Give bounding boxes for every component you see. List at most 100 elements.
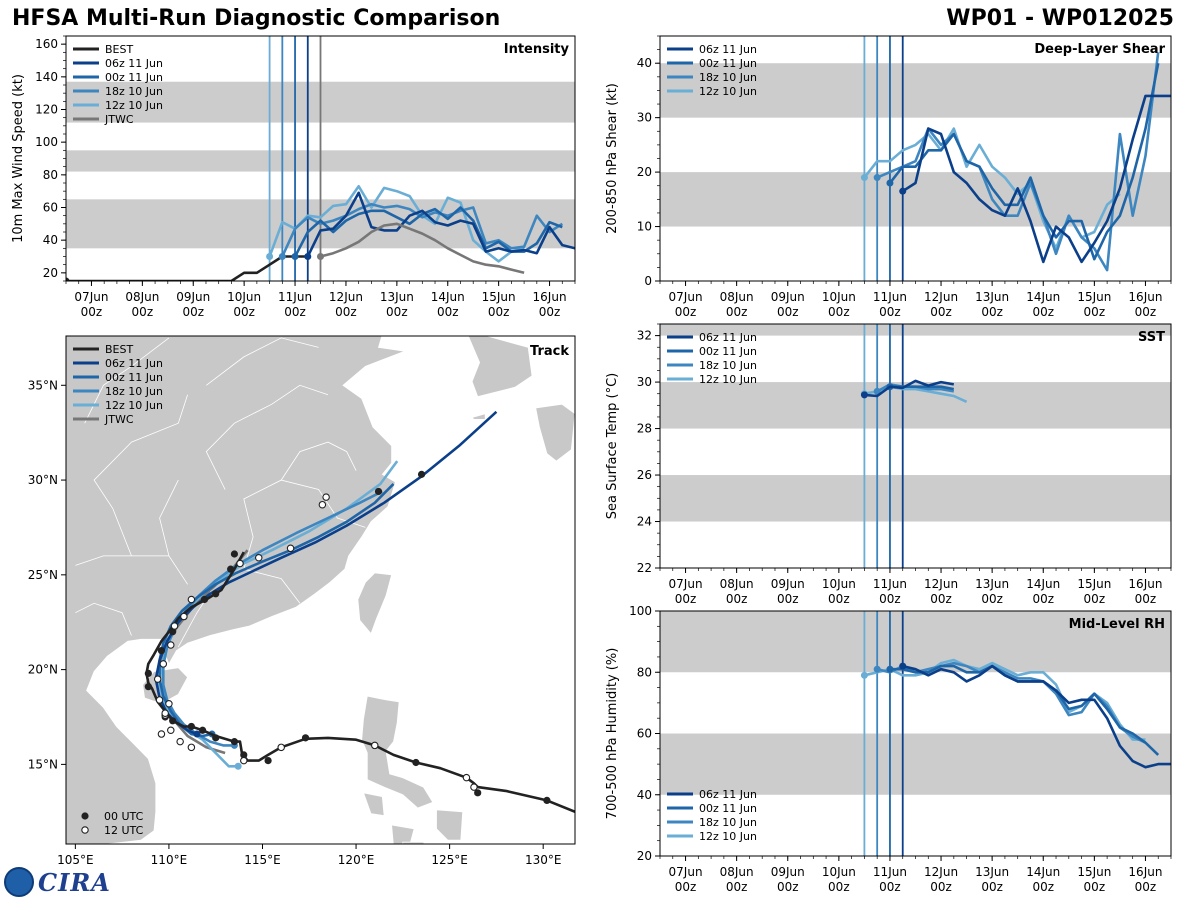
cira-logo-text: CIRA <box>38 867 111 897</box>
intensity-ytick-label: 140 <box>35 70 58 84</box>
sst-legend-label-12z-10-jun: 12z 10 Jun <box>699 373 757 386</box>
track-marker-12utc <box>286 544 295 553</box>
sst-xtick-label-hour: 00z <box>726 592 748 606</box>
sst-xtick-label-hour: 00z <box>1032 592 1054 606</box>
track-legend-label-jtwc: JTWC <box>104 413 134 426</box>
sst-xtick-label-hour: 00z <box>1135 592 1157 606</box>
land-jeju <box>471 413 486 420</box>
track-marker-00utc <box>412 758 420 767</box>
track-marker-00utc <box>144 669 152 678</box>
rh-xtick-label-day: 10Jun <box>822 865 856 879</box>
track-legend-label-18z-10-jun: 18z 10 Jun <box>105 385 163 398</box>
cira-logo: CIRA <box>4 866 111 898</box>
shear-init-point-18z-10-jun <box>873 174 881 182</box>
rh-ytick-label: 80 <box>637 665 652 679</box>
sst-xtick-label-day: 08Jun <box>720 577 754 591</box>
sst-xtick-label-hour: 00z <box>675 592 697 606</box>
track-ytick-label: 35°N <box>28 378 58 392</box>
intensity-xtick-label-hour: 00z <box>386 305 408 319</box>
sst-ytick-label: 26 <box>637 468 652 482</box>
shear-xtick-label-day: 08Jun <box>720 290 754 304</box>
intensity-init-point-00z-11-jun <box>291 253 299 260</box>
intensity-xtick-label-hour: 00z <box>233 305 255 319</box>
shear-ytick-label: 0 <box>644 274 652 288</box>
track-marker-12utc <box>167 641 175 649</box>
sst-ytick-label: 28 <box>637 422 652 436</box>
intensity-ytick-label: 40 <box>43 233 58 247</box>
track-marker-12utc <box>187 595 196 604</box>
intensity-init-point-06z-11-jun <box>304 253 312 260</box>
province-border-2 <box>159 479 188 585</box>
intensity-xtick-label-day: 10Jun <box>227 290 261 304</box>
page-title: HFSA Multi-Run Diagnostic Comparison <box>12 6 501 31</box>
shear-init-point-00z-11-jun <box>886 179 894 187</box>
rh-xtick-label-day: 14Jun <box>1026 865 1060 879</box>
sst-band-2 <box>660 324 1171 336</box>
intensity-init-point-best <box>66 277 70 281</box>
track-marker-12utc <box>157 730 166 738</box>
shear-legend-label-18z-10-jun: 18z 10 Jun <box>699 71 757 84</box>
track-legend-label-12z-10-jun: 12z 10 Jun <box>105 399 163 412</box>
sst-legend-label-18z-10-jun: 18z 10 Jun <box>699 359 757 372</box>
province-border-4 <box>205 384 329 490</box>
sst-panel: 22242628303207Jun00z08Jun00z09Jun00z10Ju… <box>605 323 1172 606</box>
rh-init-point-12z-10-jun <box>860 671 868 679</box>
track-marker-12utc <box>161 709 169 717</box>
track-marker-00utc <box>301 734 310 742</box>
track-init-point-06z-11-jun <box>193 730 201 738</box>
shear-ytick-label: 10 <box>637 220 652 234</box>
rh-legend-label-18z-10-jun: 18z 10 Jun <box>699 816 757 829</box>
sst-series-06z-11-jun <box>864 379 955 398</box>
track-panel: 105°E 110°E 115°E 120°E 125°E 130°E 15°N 20°N 25… <box>28 335 576 867</box>
shear-xtick-label-day: 09Jun <box>771 290 805 304</box>
rh-legend-label-06z-11-jun: 06z 11 Jun <box>699 788 757 801</box>
track-marker-00utc <box>144 683 152 691</box>
intensity-xtick-label-day: 15Jun <box>482 290 516 304</box>
track-marker-00utc <box>240 751 248 759</box>
sst-init-point-06z-11-jun <box>860 391 868 399</box>
province-border-8 <box>206 337 319 386</box>
shear-xtick-label-day: 12Jun <box>924 290 958 304</box>
intensity-xtick-label-hour: 00z <box>132 305 154 319</box>
track-legend-label-best: BEST <box>105 343 133 356</box>
intensity-xtick-label-day: 09Jun <box>176 290 210 304</box>
track-xtick-label: 125°E <box>431 853 468 867</box>
rh-ylabel: 700-500 hPa Humidity (%) <box>605 648 620 820</box>
shear-series-group <box>860 52 1171 272</box>
intensity-panel: 2040608010012014016007Jun00z08Jun00z09Ju… <box>11 35 576 319</box>
sst-ytick-label: 30 <box>637 375 652 389</box>
shear-xtick-label-hour: 00z <box>1135 305 1157 319</box>
intensity-legend-label-00z-11-jun: 00z 11 Jun <box>105 71 163 84</box>
land-negros-cebu <box>402 841 426 844</box>
intensity-xtick-label-day: 13Jun <box>380 290 414 304</box>
sst-xtick-label-day: 16Jun <box>1128 577 1162 591</box>
intensity-series-best <box>66 255 308 281</box>
land-kyushu <box>535 403 575 462</box>
sst-xtick-label-hour: 00z <box>930 592 952 606</box>
shear-panel-title: Deep-Layer Shear <box>1034 42 1165 57</box>
track-marker-00utc <box>212 734 220 742</box>
track-marker-12utc <box>176 737 184 746</box>
shear-ylabel: 200-850 hPa Shear (kt) <box>605 83 620 234</box>
track-marker-00utc <box>212 590 220 598</box>
shear-xtick-label-day: 14Jun <box>1026 290 1060 304</box>
sst-xtick-label-hour: 00z <box>828 592 850 606</box>
intensity-init-point-18z-10-jun <box>278 253 286 260</box>
rh-xtick-label-hour: 00z <box>777 880 799 894</box>
sst-xtick-label-day: 14Jun <box>1026 577 1060 591</box>
rh-band-0 <box>660 733 1171 795</box>
province-border-5 <box>280 441 357 481</box>
rh-xtick-label-hour: 00z <box>1084 880 1106 894</box>
sst-legend-label-00z-11-jun: 00z 11 Jun <box>699 345 757 358</box>
shear-ytick-label: 20 <box>637 165 652 179</box>
track-marker-12utc <box>470 783 478 791</box>
shear-xtick-label-day: 10Jun <box>822 290 856 304</box>
shear-band-1 <box>660 63 1171 118</box>
rh-xtick-label-day: 11Jun <box>873 865 907 879</box>
rh-xtick-label-hour: 00z <box>981 880 1003 894</box>
track-xtick-label: 110°E <box>151 853 188 867</box>
track-marker-00utc <box>200 595 209 604</box>
shear-xtick-label-hour: 00z <box>981 305 1003 319</box>
intensity-xtick-label-hour: 00z <box>81 305 103 319</box>
shear-legend-label-06z-11-jun: 06z 11 Jun <box>699 43 757 56</box>
